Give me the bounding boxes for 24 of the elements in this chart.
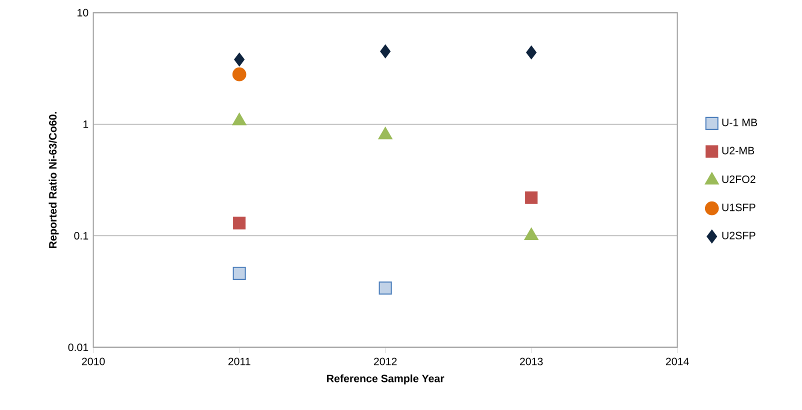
x-tick-label: 2012 bbox=[374, 358, 397, 366]
x-tick-label: 2011 bbox=[228, 358, 250, 366]
legend-label: U2FO2 bbox=[722, 176, 756, 184]
y-tick-label: 1 bbox=[84, 120, 88, 128]
point bbox=[526, 46, 537, 60]
point bbox=[380, 44, 391, 58]
point bbox=[234, 52, 245, 66]
point bbox=[378, 282, 392, 295]
point bbox=[233, 216, 246, 230]
x-tick-label: 2010 bbox=[82, 358, 105, 366]
legend-label: U1SFP bbox=[722, 204, 756, 212]
y-tick-label: 0.1 bbox=[74, 232, 88, 240]
y-tick-label: 0.01 bbox=[68, 344, 88, 352]
point bbox=[525, 191, 538, 204]
x-tick-label: 2014 bbox=[666, 358, 689, 366]
legend-label: U2-MB bbox=[722, 146, 754, 154]
x-tick-label: 2013 bbox=[520, 358, 543, 366]
point bbox=[232, 67, 246, 82]
legend-label: U2SFP bbox=[722, 232, 756, 240]
legend-label: U-1 MB bbox=[722, 118, 758, 126]
y-tick-label: 10 bbox=[78, 8, 88, 16]
y-axis-title: Reported Ratio Ni-63/Co60. bbox=[48, 112, 59, 248]
x-axis-title: Reference Sample Year bbox=[327, 374, 444, 384]
point bbox=[232, 266, 246, 280]
